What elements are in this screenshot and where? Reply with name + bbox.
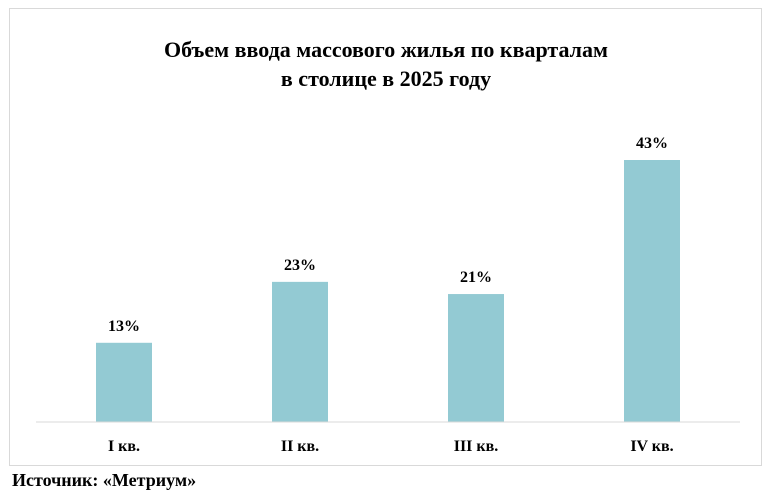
category-label-2: II кв. <box>281 438 319 455</box>
bar-4 <box>624 160 680 422</box>
category-label-4: IV кв. <box>630 438 673 455</box>
value-label-3: 21% <box>460 269 492 286</box>
value-label-1: 13% <box>108 318 140 335</box>
bar-3 <box>448 294 504 422</box>
bars-group: 13% I кв. 23% II кв. 21% III кв. 43% IV кв. <box>96 135 680 455</box>
value-label-2: 23% <box>284 257 316 274</box>
chart-title-line-2: в столице в 2025 году <box>281 66 491 91</box>
bar-1 <box>96 342 152 422</box>
bar-2 <box>272 281 328 422</box>
category-label-3: III кв. <box>454 438 499 455</box>
value-label-4: 43% <box>636 135 668 152</box>
chart-title-line-1: Объем ввода массового жилья по кварталам <box>164 37 608 62</box>
source-note: Источник: «Метриум» <box>12 470 197 490</box>
chart: Объем ввода массового жилья по кварталам… <box>36 37 740 455</box>
category-label-1: I кв. <box>108 438 140 455</box>
